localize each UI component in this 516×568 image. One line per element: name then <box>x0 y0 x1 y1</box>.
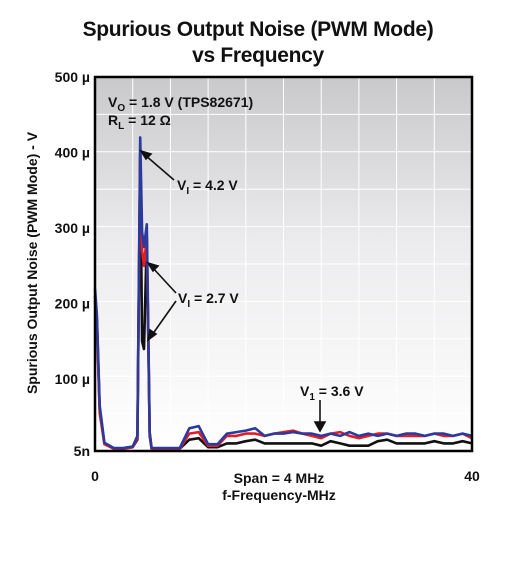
y-tick-label: 400 µ <box>55 145 90 161</box>
plot-border <box>93 75 474 453</box>
arrow-vi-2-7-upper <box>151 266 177 294</box>
chart-subtitle: vs Frequency <box>192 44 324 67</box>
arrow-vi-4-2 <box>144 154 175 181</box>
x-tick-label: 40 <box>464 468 480 484</box>
chart-title: Spurious Output Noise (PWM Mode) <box>82 18 434 41</box>
condition-vo: VO = 1.8 V (TPS82671) <box>108 94 253 114</box>
y-tick-label: 500 µ <box>55 69 90 85</box>
grid <box>95 77 472 451</box>
annotation-vi-4-2: VI = 4.2 V <box>177 177 238 197</box>
annotation-v1-3-6: V1 = 3.6 V <box>300 383 364 403</box>
plot-frame <box>93 75 474 453</box>
arrowhead-vi-2-7-lower <box>146 328 158 342</box>
x-tick-label: 0 <box>91 468 99 484</box>
y-tick-label: 300 µ <box>55 220 90 236</box>
arrow-vi-2-7-lower <box>151 300 177 336</box>
arrowhead-vi-2-7-upper <box>146 261 160 273</box>
y-tick-label: 5n <box>74 443 90 459</box>
annotation-vi-2-7: VI = 2.7 V <box>178 290 239 310</box>
series-layer <box>93 136 473 451</box>
x-axis-label-span: Span = 4 MHz <box>234 470 325 486</box>
arrowhead-vi-4-2 <box>139 149 153 161</box>
y-axis-label: Spurious Output Noise (PWM Mode) - V <box>24 131 40 394</box>
y-tick-label: 200 µ <box>55 296 90 312</box>
annotation-arrows <box>139 149 327 433</box>
arrowhead-v1-3-6 <box>313 421 327 433</box>
y-tick-label: 100 µ <box>55 371 90 387</box>
condition-rl: RL = 12 Ω <box>108 112 171 132</box>
tick-labels: 5n 100 µ 200 µ 300 µ 400 µ 500 µ 0 40 <box>55 69 480 484</box>
series-line-2 <box>93 136 473 450</box>
x-axis-label: f-Frequency-MHz <box>222 487 336 503</box>
